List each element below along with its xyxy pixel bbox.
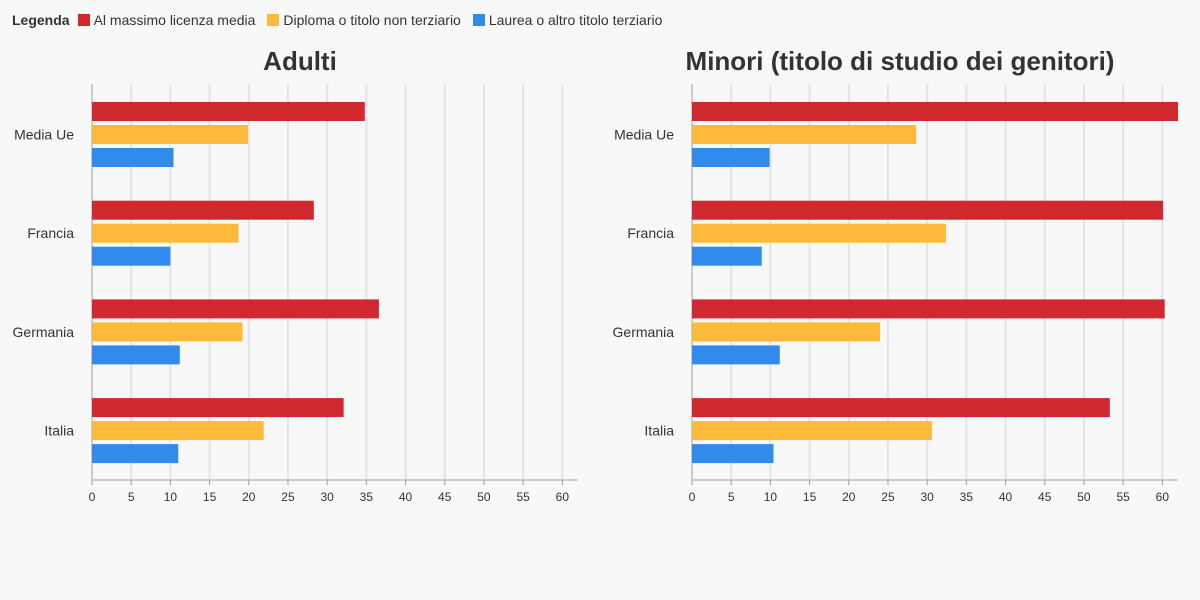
bar-germania-series-0[interactable] — [92, 299, 379, 318]
bar-francia-series-2[interactable] — [692, 247, 762, 266]
x-tick-label: 5 — [128, 490, 135, 504]
x-tick-label: 0 — [689, 490, 696, 504]
category-label: Italia — [44, 423, 74, 439]
x-tick-label: 0 — [89, 490, 96, 504]
x-tick-label: 55 — [516, 490, 530, 504]
x-tick-label: 35 — [960, 490, 974, 504]
x-tick-label: 20 — [842, 490, 856, 504]
x-tick-label: 30 — [320, 490, 334, 504]
bar-francia-series-0[interactable] — [92, 201, 314, 220]
x-tick-label: 20 — [242, 490, 256, 504]
x-tick-label: 50 — [477, 490, 491, 504]
category-label: Italia — [644, 423, 674, 439]
x-tick-label: 25 — [281, 490, 295, 504]
x-tick-label: 10 — [764, 490, 778, 504]
bar-italia-series-1[interactable] — [92, 421, 264, 440]
x-tick-label: 30 — [920, 490, 934, 504]
bar-media-ue-series-1[interactable] — [92, 125, 248, 144]
x-tick-label: 15 — [803, 490, 817, 504]
bar-italia-series-2[interactable] — [92, 444, 178, 463]
bar-germania-series-2[interactable] — [692, 345, 780, 364]
x-tick-label: 35 — [360, 490, 374, 504]
bar-francia-series-0[interactable] — [692, 201, 1163, 220]
category-label: Germania — [613, 324, 675, 340]
bar-media-ue-series-0[interactable] — [692, 102, 1178, 121]
x-tick-label: 45 — [1038, 490, 1052, 504]
category-label: Francia — [627, 225, 674, 241]
bar-media-ue-series-2[interactable] — [92, 148, 174, 167]
bar-germania-series-0[interactable] — [692, 299, 1165, 318]
charts-canvas: Adulti0 5 10 15 20 25 30 35 40 45 50 55 60Media UeFr… — [0, 0, 1200, 600]
x-tick-label: 40 — [399, 490, 413, 504]
chart-title: Minori (titolo di studio dei genitori) — [686, 46, 1115, 76]
x-tick-label: 40 — [999, 490, 1013, 504]
bar-germania-series-1[interactable] — [692, 322, 880, 341]
bar-italia-series-2[interactable] — [692, 444, 774, 463]
bar-francia-series-1[interactable] — [92, 224, 239, 243]
x-tick-label: 15 — [203, 490, 217, 504]
x-tick-label: 45 — [438, 490, 452, 504]
bar-media-ue-series-2[interactable] — [692, 148, 770, 167]
category-label: Francia — [27, 225, 74, 241]
chart-panel-0: Adulti 0 5 10 15 20 25 30 35 40 45 50 55 60 Media Ue Fr… — [13, 46, 578, 504]
bar-italia-series-0[interactable] — [92, 398, 344, 417]
bar-italia-series-1[interactable] — [692, 421, 932, 440]
x-tick-label: 5 — [728, 490, 735, 504]
x-tick-label: 60 — [1156, 490, 1170, 504]
bar-media-ue-series-1[interactable] — [692, 125, 916, 144]
bar-media-ue-series-0[interactable] — [92, 102, 365, 121]
bar-germania-series-2[interactable] — [92, 345, 180, 364]
category-label: Media Ue — [14, 127, 74, 143]
x-tick-label: 10 — [164, 490, 178, 504]
category-label: Germania — [13, 324, 75, 340]
chart-panel-1: Minori (titolo di studio dei genitori) 0 5… — [613, 46, 1178, 504]
chart-title: Adulti — [263, 46, 337, 76]
x-tick-label: 55 — [1116, 490, 1130, 504]
bar-francia-series-2[interactable] — [92, 247, 170, 266]
bar-germania-series-1[interactable] — [92, 322, 243, 341]
bar-francia-series-1[interactable] — [692, 224, 946, 243]
x-tick-label: 25 — [881, 490, 895, 504]
x-tick-label: 50 — [1077, 490, 1091, 504]
x-tick-label: 60 — [556, 490, 570, 504]
category-label: Media Ue — [614, 127, 674, 143]
bar-italia-series-0[interactable] — [692, 398, 1110, 417]
